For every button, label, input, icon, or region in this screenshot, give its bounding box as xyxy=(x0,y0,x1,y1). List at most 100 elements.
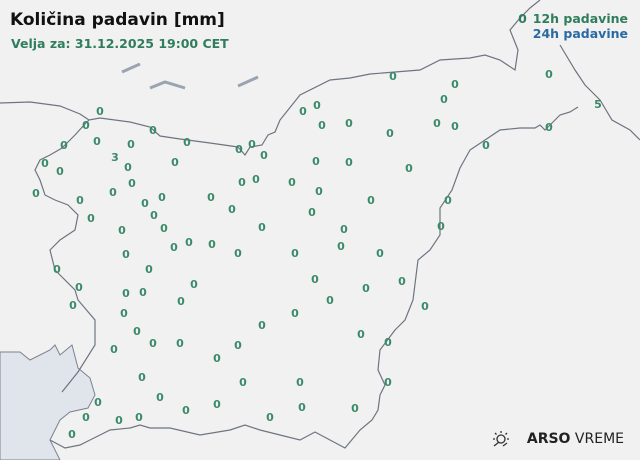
station-value: 0 xyxy=(122,248,130,261)
station-value: 0 xyxy=(311,273,319,286)
station-value: 0 xyxy=(120,307,128,320)
station-value: 0 xyxy=(315,185,323,198)
station-value: 0 xyxy=(158,191,166,204)
station-value: 0 xyxy=(545,68,553,81)
station-value: 0 xyxy=(345,117,353,130)
station-value: 0 xyxy=(213,352,221,365)
station-value: 0 xyxy=(82,119,90,132)
station-value: 0 xyxy=(260,149,268,162)
station-value: 0 xyxy=(252,173,260,186)
logo-brand: ARSO xyxy=(526,431,571,447)
station-value: 0 xyxy=(545,121,553,134)
station-value: 0 xyxy=(139,286,147,299)
station-value: 0 xyxy=(384,376,392,389)
station-value: 0 xyxy=(156,391,164,404)
station-value: 0 xyxy=(96,105,104,118)
valid-time: Velja za: 31.12.2025 19:00 CET xyxy=(11,36,229,51)
station-value: 0 xyxy=(94,396,102,409)
station-value: 5 xyxy=(594,98,602,111)
country-border xyxy=(0,0,640,449)
station-value: 0 xyxy=(60,139,68,152)
station-value: 0 xyxy=(398,275,406,288)
map-title: Količina padavin [mm] xyxy=(10,10,225,30)
legend-12h: 0 12h padavine xyxy=(518,11,628,26)
station-value: 0 xyxy=(239,376,247,389)
legend-sample-value: 0 xyxy=(518,11,527,26)
station-value: 0 xyxy=(82,411,90,424)
station-value: 0 xyxy=(421,300,429,313)
station-value: 0 xyxy=(69,299,77,312)
station-value: 0 xyxy=(124,161,132,174)
station-value: 0 xyxy=(149,337,157,350)
station-value: 0 xyxy=(451,120,459,133)
station-value: 0 xyxy=(115,414,123,427)
station-value: 0 xyxy=(298,401,306,414)
station-value: 0 xyxy=(405,162,413,175)
station-value: 0 xyxy=(376,247,384,260)
station-value: 0 xyxy=(258,221,266,234)
station-value: 0 xyxy=(149,124,157,137)
station-value: 0 xyxy=(235,143,243,156)
station-value: 0 xyxy=(122,287,130,300)
station-value: 0 xyxy=(367,194,375,207)
station-value: 0 xyxy=(190,278,198,291)
station-value: 0 xyxy=(299,105,307,118)
station-value: 0 xyxy=(171,156,179,169)
station-value: 0 xyxy=(177,295,185,308)
station-value: 0 xyxy=(258,319,266,332)
station-value: 0 xyxy=(118,224,126,237)
station-value: 0 xyxy=(386,127,394,140)
legend-24h-label: 24h padavine xyxy=(532,26,628,41)
station-value: 0 xyxy=(76,194,84,207)
station-value: 0 xyxy=(150,209,158,222)
station-value: 0 xyxy=(141,197,149,210)
station-value: 0 xyxy=(437,220,445,233)
arso-logo: ARSO VREME xyxy=(491,430,624,448)
station-value: 0 xyxy=(135,411,143,424)
station-value: 0 xyxy=(109,186,117,199)
station-value: 0 xyxy=(296,376,304,389)
station-value: 0 xyxy=(138,371,146,384)
station-value: 0 xyxy=(362,282,370,295)
legend-12h-label: 12h padavine xyxy=(532,11,628,26)
station-value: 0 xyxy=(318,119,326,132)
lake xyxy=(121,62,141,74)
station-value: 0 xyxy=(110,343,118,356)
station-value: 0 xyxy=(56,165,64,178)
station-value: 0 xyxy=(93,135,101,148)
station-value: 0 xyxy=(32,187,40,200)
station-value: 0 xyxy=(266,411,274,424)
station-value: 0 xyxy=(234,247,242,260)
sun-cloud-icon xyxy=(492,431,509,447)
station-value: 0 xyxy=(340,223,348,236)
station-value: 0 xyxy=(288,176,296,189)
station-value: 0 xyxy=(133,325,141,338)
lake xyxy=(237,75,259,88)
station-value: 0 xyxy=(41,157,49,170)
station-value: 0 xyxy=(313,99,321,112)
station-value: 0 xyxy=(185,236,193,249)
station-value: 0 xyxy=(208,238,216,251)
station-value: 0 xyxy=(444,194,452,207)
station-value: 0 xyxy=(128,177,136,190)
sea xyxy=(0,344,96,460)
station-value: 0 xyxy=(351,402,359,415)
station-value: 0 xyxy=(451,78,459,91)
station-value: 0 xyxy=(160,222,168,235)
station-value: 0 xyxy=(170,241,178,254)
legend: 0 12h padavine 24h padavine xyxy=(518,11,628,41)
station-value: 0 xyxy=(291,307,299,320)
station-value: 0 xyxy=(337,240,345,253)
station-value: 0 xyxy=(145,263,153,276)
station-value: 0 xyxy=(183,136,191,149)
station-value: 0 xyxy=(433,117,441,130)
station-value: 0 xyxy=(176,337,184,350)
station-value: 0 xyxy=(68,428,76,441)
station-value: 0 xyxy=(326,294,334,307)
station-value: 0 xyxy=(384,336,392,349)
station-value: 0 xyxy=(482,139,490,152)
station-value: 0 xyxy=(312,155,320,168)
station-value: 0 xyxy=(440,93,448,106)
station-value: 0 xyxy=(389,70,397,83)
station-value: 0 xyxy=(291,247,299,260)
